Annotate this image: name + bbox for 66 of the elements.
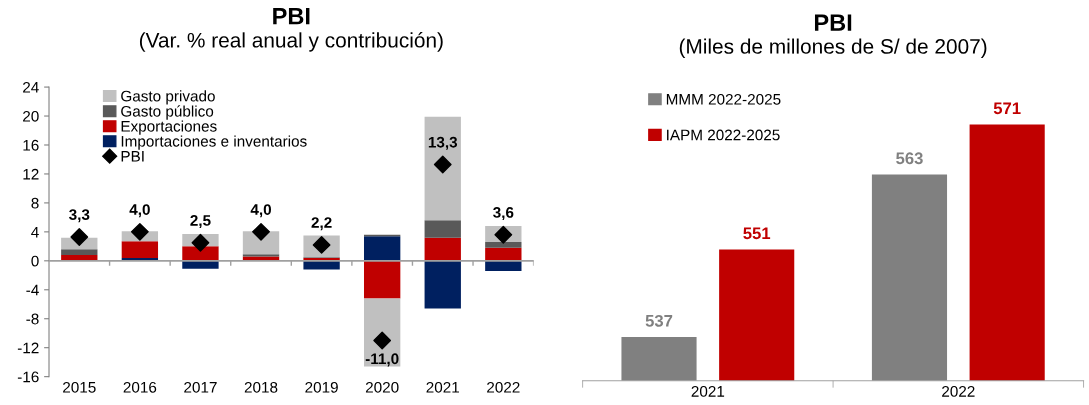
bar — [485, 247, 522, 261]
point — [70, 228, 89, 246]
bar — [61, 249, 98, 256]
chart-title: PBI — [814, 14, 852, 31]
chart-subtitle: (Var. % real anual y contribución) — [139, 32, 443, 52]
legend-label: PBI — [121, 151, 144, 162]
bar — [364, 298, 401, 367]
point — [252, 222, 270, 241]
y-tick-label: -16 — [17, 371, 39, 383]
legend-label: MMM 2022-2025 — [666, 93, 781, 105]
data-label: 3,6 — [493, 207, 514, 221]
y-tick-label: -8 — [26, 313, 39, 325]
bar — [424, 260, 461, 309]
chart-title: PBI — [273, 8, 310, 25]
bar — [182, 260, 219, 269]
y-tick-label: -12 — [17, 342, 39, 354]
data-label: 563 — [896, 152, 923, 165]
chart-subtitle: (Miles de millones de S/ de 2007) — [679, 38, 987, 58]
x-tick-label: 2018 — [244, 381, 278, 393]
legend-label: Gasto privado — [121, 90, 215, 105]
y-tick-label: 16 — [23, 139, 39, 151]
bar — [424, 237, 461, 261]
legend-label: Exportaciones — [121, 120, 217, 135]
x-tick-label: 2016 — [123, 381, 157, 393]
x-tick-label: 2015 — [63, 381, 96, 393]
legend-label: Gasto público — [121, 105, 214, 120]
y-tick-label: 24 — [23, 81, 39, 93]
bar — [242, 256, 280, 261]
bar — [424, 220, 461, 238]
bar — [182, 246, 219, 261]
point — [433, 155, 452, 174]
x-tick-label: 2022 — [487, 381, 520, 393]
data-label: -11,0 — [365, 353, 399, 367]
y-tick-label: 8 — [31, 197, 39, 209]
point — [130, 222, 149, 241]
y-tick-label: 4 — [31, 226, 39, 238]
point — [494, 225, 513, 244]
x-tick-label: 2021 — [691, 385, 725, 397]
data-label: 571 — [993, 102, 1021, 115]
bar — [303, 260, 340, 270]
bar — [485, 242, 522, 248]
bar — [121, 241, 159, 258]
data-label: 2,5 — [190, 214, 211, 229]
data-label: 4,0 — [129, 204, 150, 218]
data-label: 2,2 — [311, 217, 332, 231]
data-label: 551 — [743, 227, 771, 240]
data-label: 13,3 — [428, 136, 458, 150]
bar — [364, 260, 401, 299]
legend-label: Importaciones e inventarios — [121, 135, 307, 150]
x-tick-label: 2019 — [305, 381, 338, 393]
x-tick-label: 2020 — [365, 381, 399, 393]
bar — [364, 236, 401, 261]
legend-label: IAPM 2022-2025 — [667, 129, 780, 141]
y-tick-label: 12 — [23, 168, 39, 180]
point — [191, 233, 210, 252]
x-tick-label: 2017 — [184, 381, 217, 393]
y-tick-label: -4 — [26, 284, 39, 296]
data-label: 537 — [645, 314, 673, 327]
x-tick-label: 2021 — [426, 381, 459, 393]
data-label: 4,0 — [250, 204, 272, 218]
y-tick-label: 0 — [31, 255, 39, 267]
y-tick-label: 20 — [23, 110, 39, 122]
data-label: 3,3 — [69, 209, 90, 223]
bar — [424, 116, 461, 221]
bar — [242, 254, 280, 257]
x-tick-label: 2022 — [942, 385, 975, 397]
